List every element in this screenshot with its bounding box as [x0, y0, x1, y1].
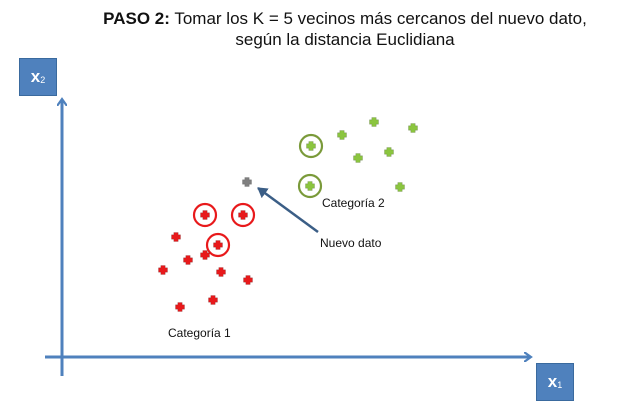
- category-1-point: [213, 240, 223, 250]
- category-1-point: [200, 210, 210, 220]
- category-1-point: [200, 250, 210, 260]
- category-2-point: [395, 182, 405, 192]
- title-line-2: según la distancia Euclidiana: [235, 30, 455, 49]
- x-axis-letter: x: [547, 372, 558, 391]
- new-point-arrow: [257, 186, 319, 234]
- category-2-label: Categoría 2: [322, 196, 385, 210]
- x-axis-subscript: 1: [557, 380, 563, 390]
- new-data-point: [242, 177, 252, 187]
- category-1-point: [171, 232, 181, 242]
- page-title: PASO 2: Tomar los K = 5 vecinos más cerc…: [60, 8, 630, 50]
- category-1-neighbor-ring: [192, 202, 218, 228]
- category-1-point: [208, 295, 218, 305]
- category-1-point: [175, 302, 185, 312]
- category-2-point: [353, 153, 363, 163]
- category-1-point: [216, 267, 226, 277]
- category-2-point: [337, 130, 347, 140]
- category-1-neighbor-ring: [230, 202, 256, 228]
- category-2-point: [384, 147, 394, 157]
- title-step: PASO 2:: [103, 9, 170, 28]
- category-1-point: [238, 210, 248, 220]
- new-point-label: Nuevo dato: [320, 236, 382, 250]
- category-2-neighbor-ring: [297, 173, 323, 199]
- category-1-point: [158, 265, 168, 275]
- y-axis-subscript: 2: [40, 75, 46, 85]
- category-1-point: [243, 275, 253, 285]
- category-2-point: [306, 141, 316, 151]
- title-line-1: Tomar los K = 5 vecinos más cercanos del…: [169, 9, 587, 28]
- y-axis-letter: x: [30, 67, 41, 86]
- category-1-label: Categoría 1: [168, 326, 231, 340]
- category-1-point: [183, 255, 193, 265]
- category-2-neighbor-ring: [298, 133, 324, 159]
- category-2-point: [408, 123, 418, 133]
- category-2-point: [369, 117, 379, 127]
- category-2-point: [305, 181, 315, 191]
- category-1-neighbor-ring: [205, 232, 231, 258]
- data-points: [158, 117, 418, 312]
